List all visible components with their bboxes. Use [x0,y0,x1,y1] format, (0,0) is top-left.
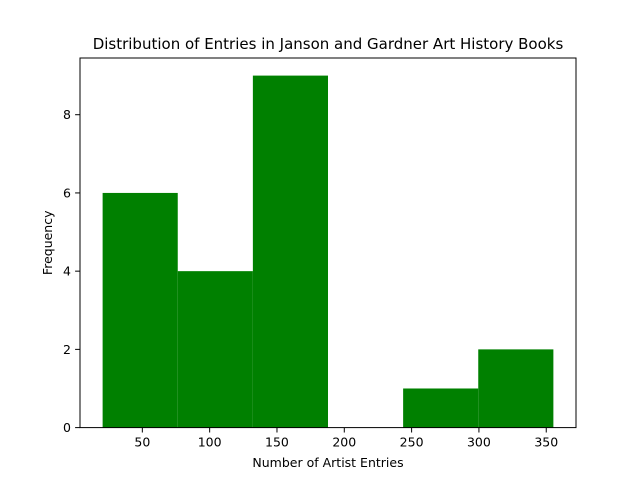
histogram-bar-4 [403,388,479,428]
x-tick-label: 150 [265,435,289,450]
x-tick-label: 350 [534,435,558,450]
x-tick-label: 50 [134,435,150,450]
x-tick-label: 300 [467,435,491,450]
histogram-bar-2 [252,75,328,428]
chart-title: Distribution of Entries in Janson and Ga… [93,35,564,53]
x-tick-label: 100 [198,435,222,450]
x-tick-label: 250 [400,435,424,450]
x-axis-ticks: 50 100 150 200 250 300 350 [134,427,558,450]
y-tick-label: 2 [63,342,71,357]
histogram-bar-5 [478,349,554,428]
histogram-bar-0 [102,192,178,428]
axes-frame [79,57,577,429]
y-axis-label: Frequency [40,210,55,275]
y-tick-label: 8 [63,107,71,122]
x-tick-label: 200 [332,435,356,450]
y-tick-label: 0 [63,420,71,435]
bars-group [102,75,554,428]
histogram-bar-1 [177,271,253,428]
y-tick-label: 6 [63,185,71,200]
y-tick-label: 4 [63,264,71,279]
x-axis-label: Number of Artist Entries [252,455,403,470]
y-axis-ticks: 0 2 4 6 8 [63,107,80,435]
